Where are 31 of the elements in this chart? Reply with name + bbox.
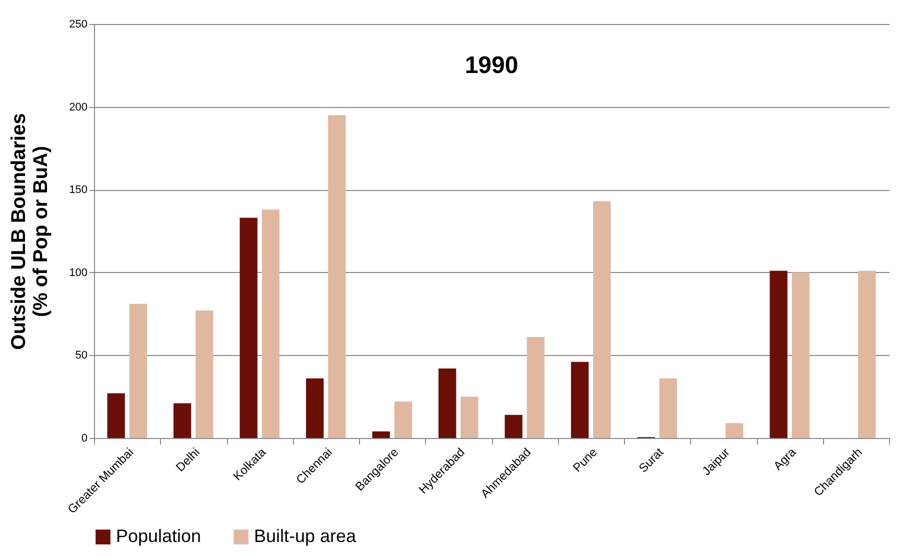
bar [460,396,478,438]
bar [174,403,192,438]
bar [726,423,744,438]
legend-label: Built-up area [254,526,358,546]
bar [858,270,876,438]
bar [262,209,280,438]
y-tick-label: 50 [75,350,88,362]
bar [792,272,810,438]
legend-label: Population [116,526,202,546]
bar [328,115,346,438]
y-tick-label: 0 [81,432,88,444]
bar [659,378,677,438]
text: 1990 [464,52,518,79]
bar [526,336,544,438]
y-tick-label: 100 [69,266,88,279]
bar [504,414,522,438]
bar [770,270,788,438]
y-tick-label: 200 [69,101,88,114]
bar [107,393,125,438]
bar [438,368,456,438]
bar [593,201,611,438]
bar [129,304,147,438]
bar [240,218,258,438]
y-tick-label: 150 [69,184,88,196]
bar [372,431,390,438]
bar [196,310,214,438]
bar [571,362,589,438]
y-axis-title: Outside ULB Boundaries (% of Pop or BuA) [8,113,52,350]
y-tick-label: 250 [69,18,88,30]
bar [394,402,412,438]
bar [306,378,324,438]
